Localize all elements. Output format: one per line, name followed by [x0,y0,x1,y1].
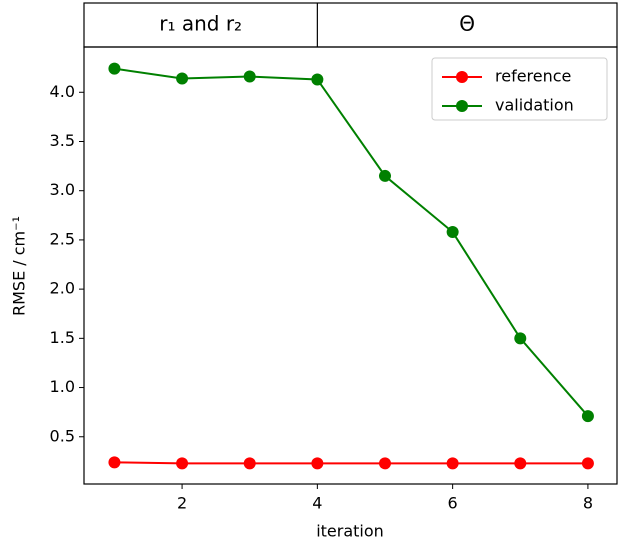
data-point [581,410,594,423]
legend-label: validation [495,96,574,115]
legend-box [431,57,608,121]
data-point [311,457,324,470]
data-point [514,457,527,470]
header-label: r₁ and r₂ [159,12,242,36]
x-tick-label: 6 [448,494,458,513]
plot-frame [83,46,618,485]
y-tick-label: 1.5 [50,328,75,347]
data-point [176,457,189,470]
x-axis-label: iteration [316,522,384,541]
y-tick-label: 3.0 [50,180,75,199]
data-point [108,456,121,469]
data-point [311,73,324,86]
y-tick-label: 4.0 [50,82,75,101]
data-point [446,226,459,239]
data-point [378,457,391,470]
data-point [108,62,121,75]
data-point [446,457,459,470]
data-point [176,72,189,85]
x-tick-label: 4 [312,494,322,513]
y-tick-label: 2.5 [50,229,75,248]
series-line [114,67,589,417]
data-point [378,169,391,182]
data-point [243,70,256,83]
data-point [581,457,594,470]
legend-marker [456,71,468,83]
y-tick-label: 0.5 [50,426,75,445]
legend-label: reference [495,67,571,86]
y-tick-label: 3.5 [50,131,75,150]
y-tick-label: 1.0 [50,377,75,396]
y-axis-label: RMSE / cm⁻¹ [10,216,29,316]
data-point [514,332,527,345]
header-label: Θ [459,12,475,36]
x-tick-label: 8 [583,494,593,513]
x-tick-label: 2 [177,494,187,513]
y-tick-label: 2.0 [50,279,75,298]
series-line [114,461,588,465]
data-point [243,457,256,470]
legend-marker [456,100,468,112]
